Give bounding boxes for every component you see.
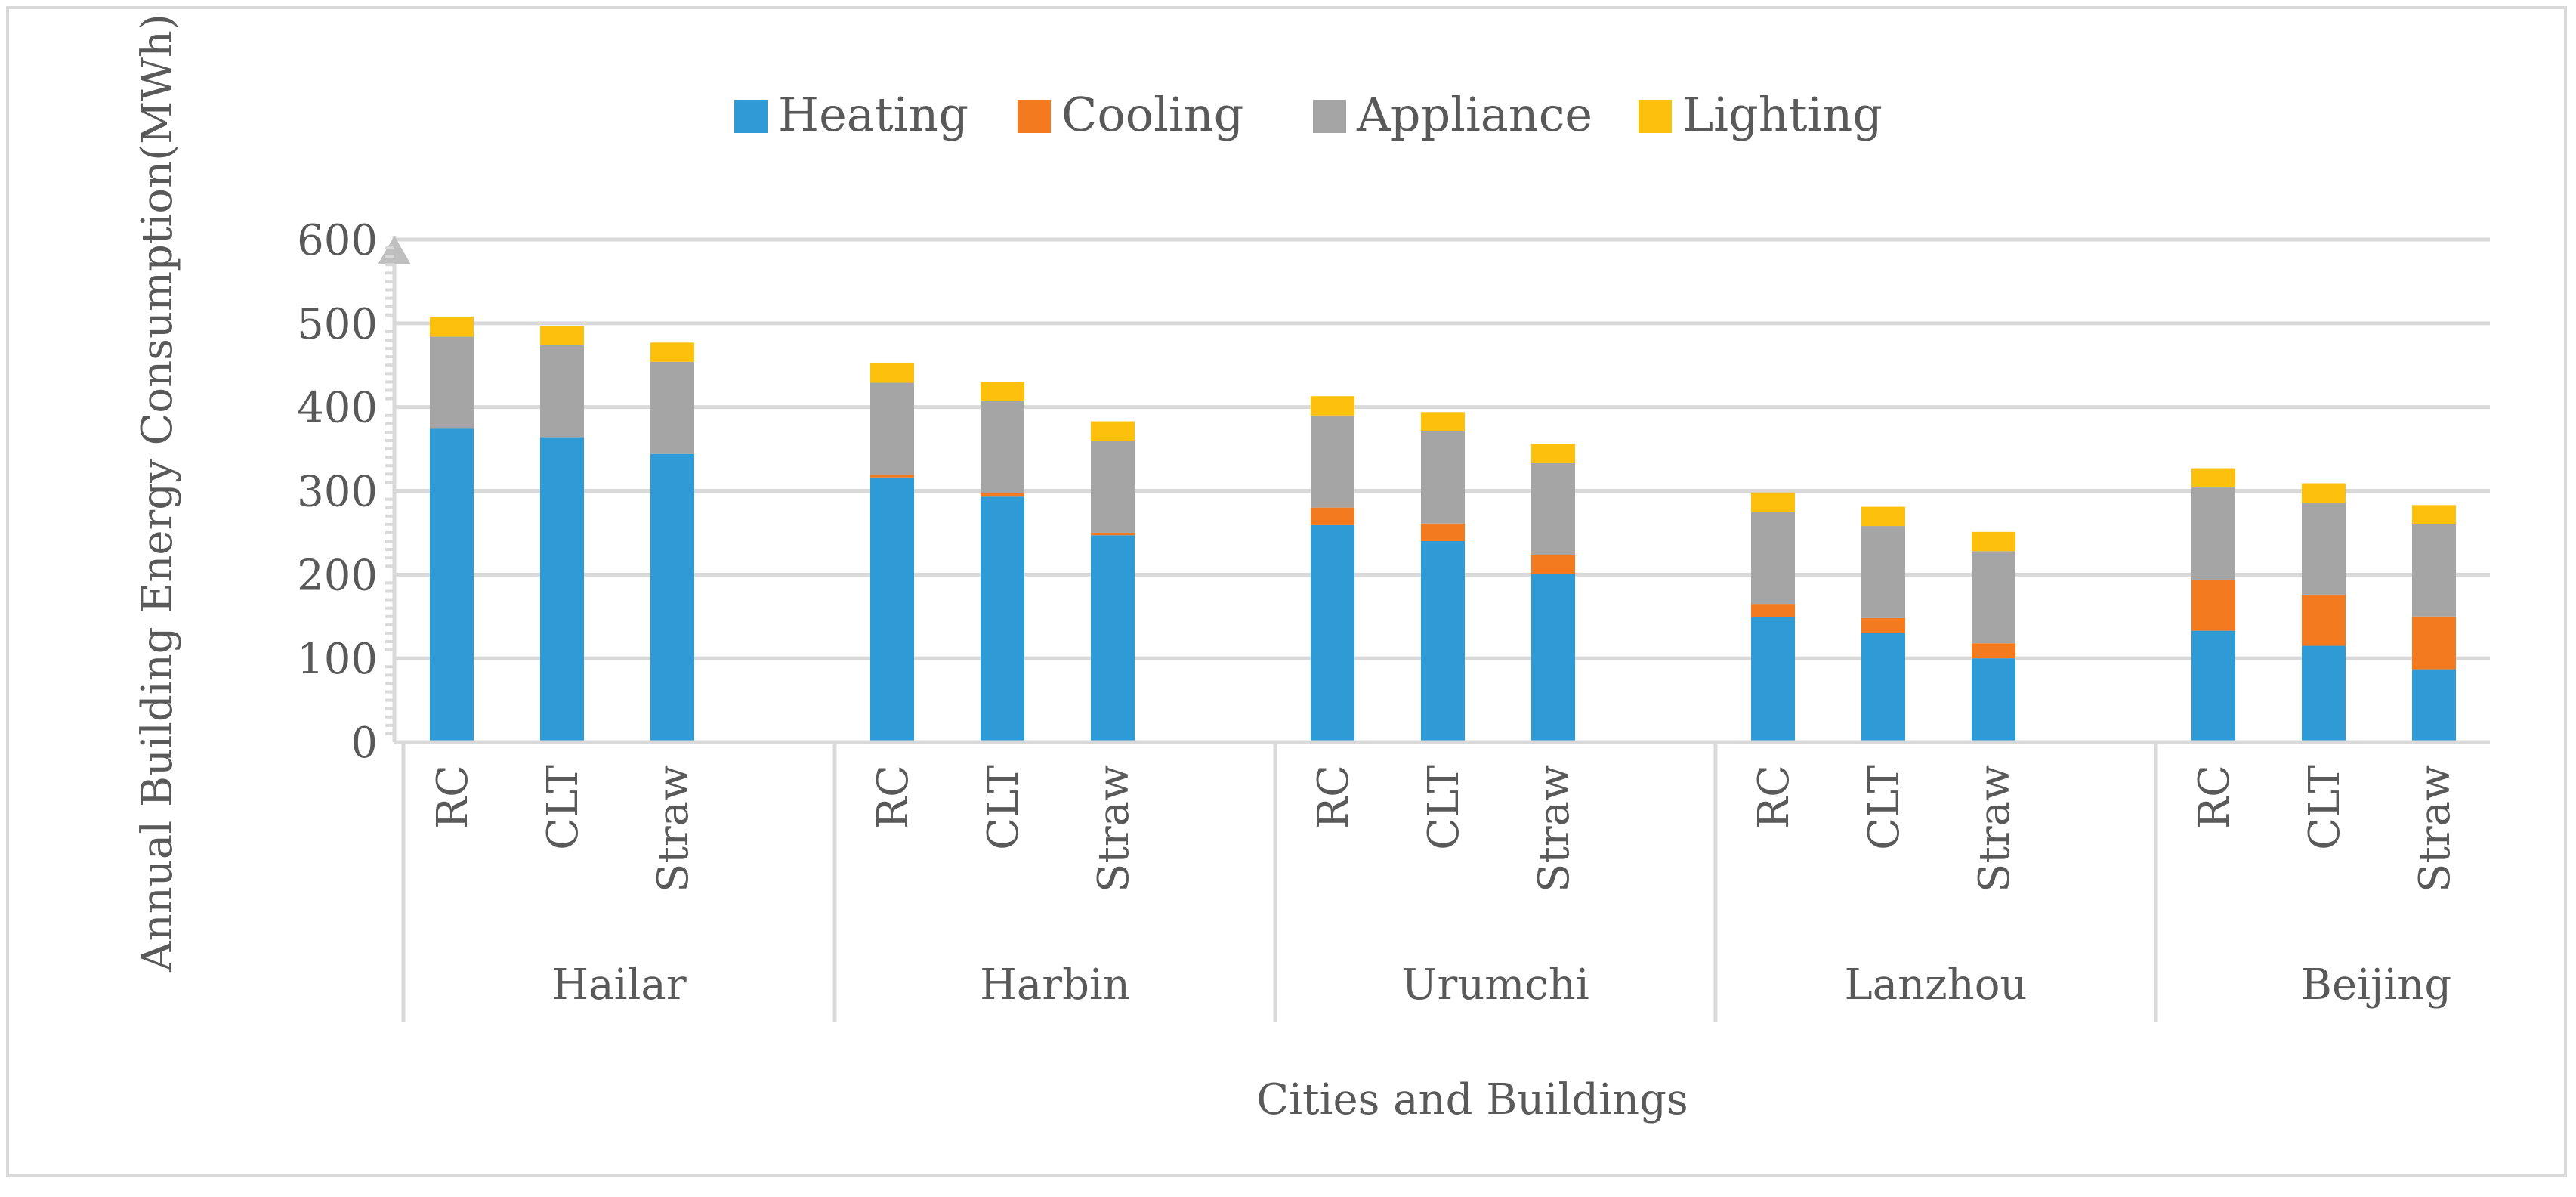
category-tick-label: CLT [539, 765, 588, 850]
bar-segment-heating [650, 453, 694, 742]
bar-segment-lighting [1421, 412, 1465, 431]
bar-segment-cooling [1091, 532, 1135, 536]
bar-segment-lighting [1751, 492, 1795, 512]
bar-segment-cooling [2191, 579, 2235, 631]
bar-segment-lighting [650, 342, 694, 362]
group-label: Lanzhou [1845, 960, 2028, 1010]
legend-swatch-lighting [1639, 100, 1672, 133]
bar-segment-cooling [1421, 523, 1465, 541]
bar-segment-cooling [870, 475, 914, 478]
bar-segment-lighting [430, 316, 474, 337]
category-tick-label: Straw [2411, 765, 2460, 892]
legend-swatch-appliance [1313, 100, 1346, 133]
group-label: Harbin [980, 960, 1130, 1010]
group-label: Beijing [2301, 960, 2451, 1010]
bar-segment-appliance [2191, 487, 2235, 580]
bar-segment-cooling [1531, 555, 1575, 574]
legend-label-cooling: Cooling [1061, 87, 1243, 142]
bar-segment-lighting [2302, 483, 2346, 503]
legend-label-appliance: Appliance [1356, 87, 1592, 142]
bar-segment-lighting [870, 362, 914, 383]
y-tick-label: 100 [297, 635, 378, 684]
bar-segment-cooling [981, 493, 1024, 497]
y-tick-label: 600 [297, 216, 378, 265]
bar-segment-heating [1531, 574, 1575, 742]
category-tick-label: CLT [2300, 765, 2349, 850]
bar-segment-appliance [1861, 526, 1905, 618]
stacked-bar-chart: 0 100 200 300 400 500 600 RC CLT Straw Hailar RC CLT… [133, 14, 2490, 1124]
bar-segment-lighting [2191, 468, 2235, 488]
bar-segment-lighting [1972, 531, 2015, 552]
y-tick-label: 400 [297, 384, 378, 433]
legend-swatch-heating [734, 100, 768, 133]
category-tick-label: Straw [1530, 765, 1579, 892]
chart-frame: 0 100 200 300 400 500 600 RC CLT Straw Hailar RC CLT… [6, 6, 2567, 1177]
y-tick-label: 300 [297, 468, 378, 517]
bar-segment-lighting [981, 382, 1024, 401]
bar-segment-heating [1091, 535, 1135, 742]
category-tick-label: RC [1309, 765, 1358, 829]
bar-segment-heating [1972, 658, 2015, 742]
bar-segment-heating [2302, 645, 2346, 742]
y-axis-title: Annual Building Energy Consumption(MWh) [133, 14, 182, 973]
x-axis-title: Cities and Buildings [1256, 1075, 1688, 1124]
group-label: Hailar [551, 960, 686, 1010]
bar-segment-lighting [1861, 506, 1905, 527]
bar-segment-heating [870, 477, 914, 742]
bar-segment-appliance [1091, 441, 1135, 533]
bar-segment-cooling [1311, 507, 1354, 525]
bar-segment-heating [540, 437, 584, 742]
bar-segment-appliance [650, 361, 694, 454]
bar-segment-heating [1311, 524, 1354, 742]
bar-segment-appliance [870, 382, 914, 475]
legend-label-lighting: Lighting [1682, 87, 1883, 142]
category-tick-label: CLT [979, 765, 1028, 850]
group-label: Urumchi [1401, 960, 1589, 1010]
category-tick-label: Straw [649, 765, 698, 892]
bar-segment-lighting [1091, 421, 1135, 441]
bar-segment-lighting [540, 326, 584, 345]
category-tick-label: CLT [1419, 765, 1469, 850]
bar-segment-cooling [2302, 594, 2346, 646]
bar-segment-heating [1751, 617, 1795, 742]
category-tick-label: CLT [1860, 765, 1909, 850]
category-tick-label: RC [869, 765, 918, 829]
bar-segment-lighting [2412, 505, 2456, 524]
category-tick-label: RC [428, 765, 477, 829]
bar-segment-cooling [1972, 643, 2015, 659]
bar-segment-cooling [2412, 616, 2456, 670]
y-tick-label: 0 [351, 719, 378, 768]
bar-segment-lighting [1531, 444, 1575, 463]
bar-segment-heating [430, 428, 474, 742]
bar-segment-heating [2412, 669, 2456, 742]
bar-segment-heating [1861, 633, 1905, 742]
bar-segment-appliance [2412, 524, 2456, 617]
category-tick-label: Straw [1089, 765, 1138, 892]
bar-segment-appliance [2302, 503, 2346, 595]
bar-segment-appliance [1972, 551, 2015, 644]
bar-segment-cooling [1751, 604, 1795, 617]
category-tick-label: Straw [1970, 765, 2019, 892]
legend-swatch-cooling [1018, 100, 1051, 133]
category-tick-label: RC [1750, 765, 1799, 829]
bar-segment-appliance [981, 401, 1024, 493]
bar-segment-cooling [1861, 617, 1905, 633]
bar-segment-heating [981, 496, 1024, 742]
bar-segment-appliance [430, 336, 474, 429]
legend-label-heating: Heating [778, 87, 968, 142]
bar-segment-appliance [540, 345, 584, 438]
y-tick-label: 200 [297, 551, 378, 600]
bar-segment-lighting [1311, 396, 1354, 416]
bar-segment-appliance [1311, 415, 1354, 508]
bar-segment-appliance [1531, 462, 1575, 555]
bar-segment-appliance [1751, 512, 1795, 605]
bar-segment-appliance [1421, 431, 1465, 524]
y-tick-label: 500 [297, 300, 378, 349]
category-tick-label: RC [2190, 765, 2239, 829]
bar-segment-heating [1421, 541, 1465, 742]
bar-segment-heating [2191, 630, 2235, 742]
